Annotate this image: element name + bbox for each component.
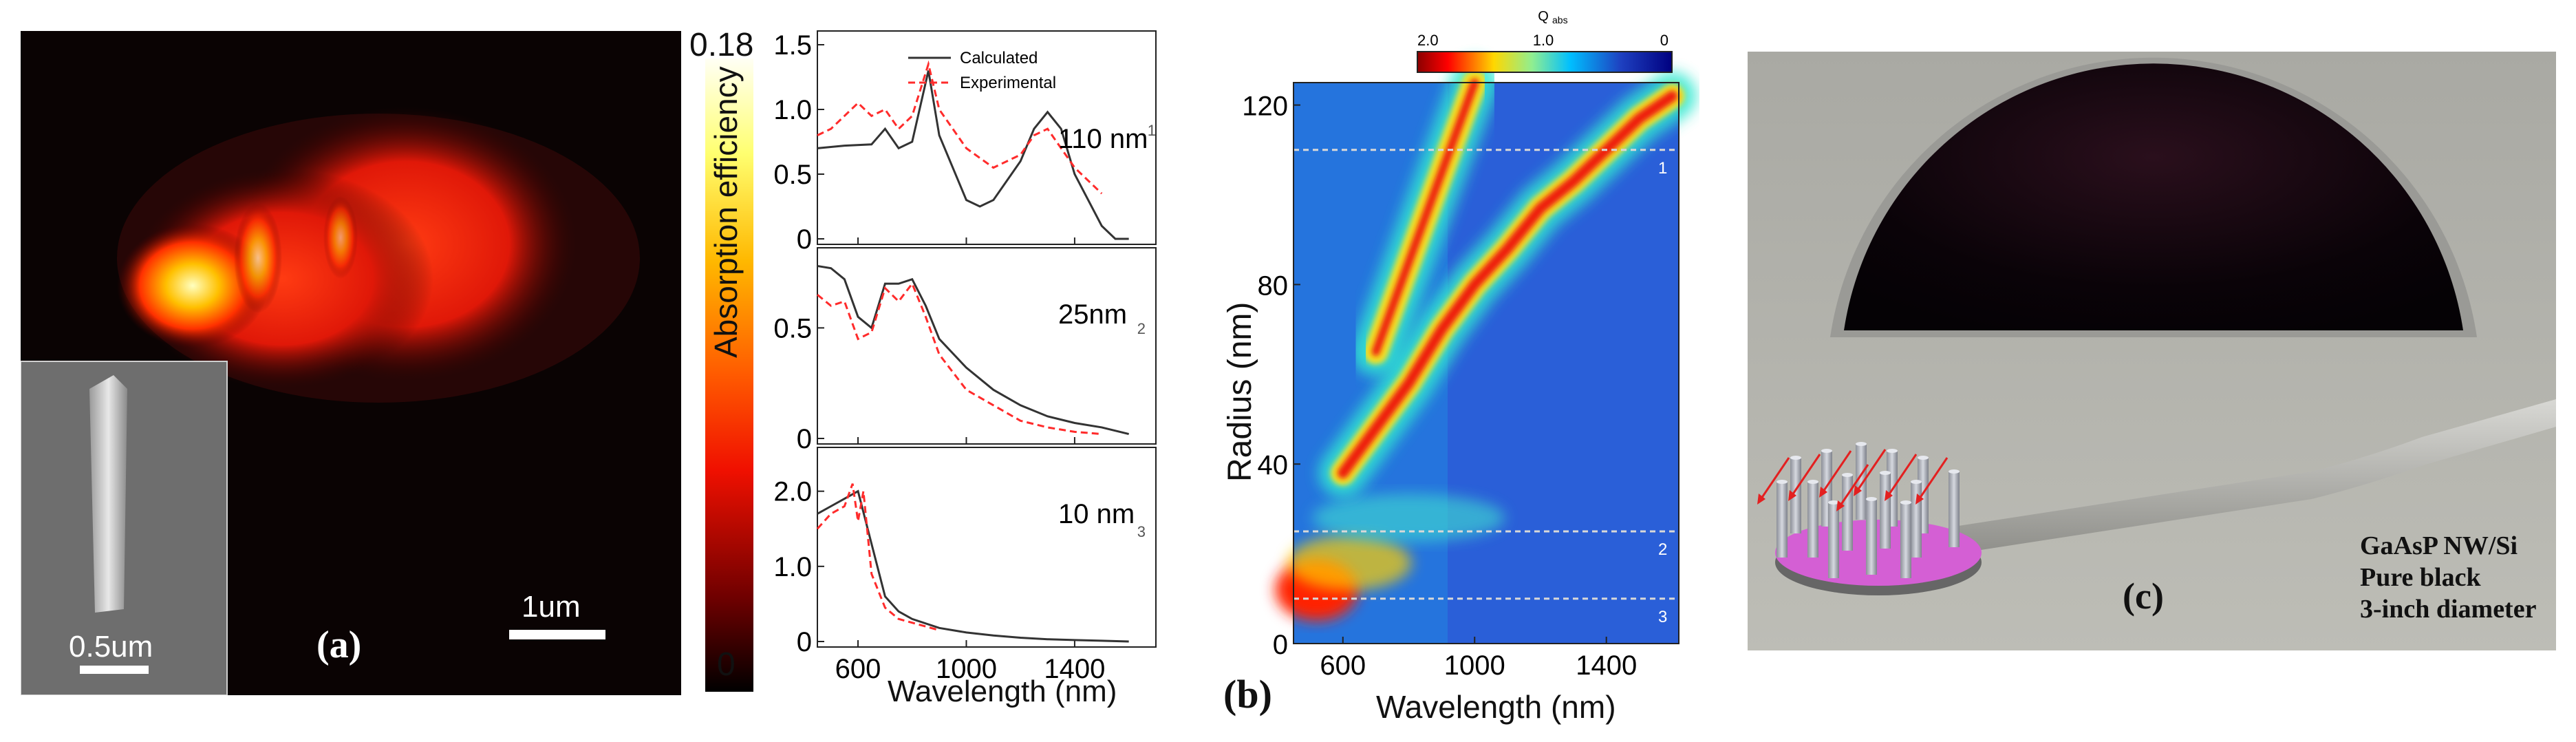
heatmap-reference-label: 2 [1658, 540, 1667, 559]
panel-a-nanowire [89, 375, 127, 613]
legend-experimental-label: Experimental [960, 74, 1056, 92]
calculated-line [817, 266, 1129, 434]
nanowire-pillar-top [1856, 442, 1867, 446]
panel-a-hotspot-2 [234, 203, 282, 313]
panel-b-left-ylabel: Absorption efficiency [707, 66, 744, 358]
nanowire-pillar [1880, 473, 1891, 549]
heatmap-reference-label: 1 [1658, 159, 1667, 178]
nanowire-pillar [1828, 502, 1839, 578]
nanowire-pillar-top [1790, 456, 1801, 460]
heatmap-hotspot-halo [1287, 536, 1411, 591]
heatmap-colorbar [1417, 52, 1672, 72]
panel-a-colorbar-max: 0.18 [689, 26, 753, 64]
y-tick-label: 1.0 [773, 95, 812, 125]
panel-c-caption-line-1: GaAsP NW/Si [2360, 530, 2536, 562]
heatmap-y-tick-label: 40 [1258, 450, 1289, 480]
y-tick-label: 1.5 [773, 30, 812, 61]
nanowire-pillar [1949, 471, 1960, 547]
panel-a-colorbar-min: 0 [717, 646, 736, 683]
legend-calculated-label: Calculated [960, 49, 1038, 67]
panel-b-map-ylabel: Radius (nm) [1221, 302, 1259, 482]
subplot-index: 2 [1137, 320, 1146, 337]
nanowire-pillar-top [1887, 449, 1898, 453]
heatmap-y-tick-label: 0 [1273, 630, 1288, 660]
nanowire-pillar [1900, 502, 1911, 578]
panel-b-left-xlabel: Wavelength (nm) [888, 675, 1117, 709]
nanowire-pillar [1777, 482, 1788, 558]
heatmap-reference-label: 3 [1658, 608, 1667, 626]
nanowire-pillar [1807, 482, 1818, 558]
nanowire-pillar-top [1807, 480, 1818, 484]
x-tick-label: 600 [835, 654, 881, 684]
panel-b-heatmap: 1 2 3 120 80 40 0 600 1000 1400 Q abs 2.0 1.0 0 [1218, 0, 1699, 742]
panel-b-map-xlabel: Wavelength (nm) [1376, 688, 1616, 725]
panel-a-scale-label: 1um [522, 590, 581, 624]
panel-a-figure [21, 31, 681, 695]
heatmap-low-glow [1313, 494, 1505, 542]
heatmap-y-tick-label: 120 [1242, 92, 1288, 122]
calculated-line [817, 71, 1129, 239]
nanowire-pillar-top [1918, 456, 1929, 460]
panel-a-inset-scale-label: 0.5um [69, 630, 153, 664]
nanowire-pillar-top [1949, 469, 1960, 474]
heatmap-colorbar-tick: 2.0 [1417, 32, 1439, 49]
y-tick-label: 0.5 [773, 160, 812, 190]
nanowire-pillar [1842, 475, 1853, 551]
subplot-index: 1 [1148, 122, 1156, 139]
subplot-index: 3 [1137, 523, 1146, 540]
nanowire-pillar-top [1842, 473, 1853, 477]
subplot-label: 25nm [1058, 299, 1127, 330]
y-tick-label: 1.0 [773, 552, 812, 582]
nanowire-pillar-top [1880, 471, 1891, 475]
nanowire-pillar [1911, 482, 1922, 558]
nanowire-pillar-top [1866, 497, 1877, 501]
subplot-label: 110 nm [1058, 124, 1148, 154]
heatmap-x-tick-label: 600 [1320, 650, 1366, 681]
panel-b-line-plots: 1.5 1.0 0.5 0 110 nm 1 0.5 0 25nm 2 2.0 1.0 0 10 nm3 6… [771, 0, 1211, 742]
panel-a-hotspot-3 [323, 196, 358, 279]
nanowire-pillar-top [1900, 500, 1911, 505]
y-tick-label: 0.5 [773, 313, 812, 343]
nanowire-pillar-top [1777, 480, 1788, 484]
heatmap-colorbar-tick: 1.0 [1533, 32, 1554, 49]
y-tick-label: 0 [797, 627, 812, 657]
panel-a: 0.5um 1um (a) [21, 31, 681, 695]
y-tick-label: 2.0 [773, 477, 812, 507]
heatmap-colorbar-title: Q [1538, 9, 1549, 24]
panel-c-caption: GaAsP NW/Si Pure black 3-inch diameter [2360, 530, 2536, 625]
heatmap-y-tick-label: 80 [1258, 271, 1289, 301]
panel-c-caption-line-2: Pure black [2360, 562, 2536, 593]
heatmap-x-tick-label: 1400 [1576, 650, 1637, 681]
y-tick-label: 0 [797, 224, 812, 255]
panel-a-label: (a) [316, 623, 361, 667]
nanowire-pillar [1866, 499, 1877, 575]
heatmap-colorbar-tick: 0 [1660, 32, 1668, 49]
panel-c: (c) GaAsP NW/Si Pure black 3-inch diamet… [1748, 52, 2556, 650]
line-plot-frame [817, 447, 1156, 647]
nanowire-pillar-top [1821, 449, 1832, 453]
panel-b-label: (b) [1223, 671, 1272, 717]
experimental-line [817, 484, 939, 630]
line-plot-frame [817, 248, 1156, 444]
panel-c-label: (c) [2123, 575, 2164, 617]
panel-a-inset-scalebar [80, 666, 149, 674]
heatmap-colorbar-subscript: abs [1552, 14, 1568, 25]
panel-c-caption-line-3: 3-inch diameter [2360, 593, 2536, 625]
subplot-label: 10 nm [1058, 499, 1135, 529]
panel-a-scalebar [509, 630, 605, 639]
heatmap-x-tick-label: 1000 [1444, 650, 1505, 681]
nanowire-pillar-top [1911, 480, 1922, 484]
y-tick-label: 0 [797, 424, 812, 454]
